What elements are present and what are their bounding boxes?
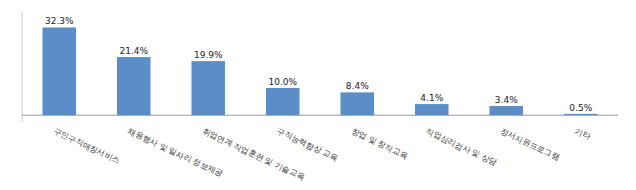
x-tick-label: 구인구직매칭서비스 — [52, 127, 121, 166]
chart-container: 32.3% 21.4% 19.9% 10.0% 8.4% 4.1% 3.4% 0.5% 구인구직… — [0, 0, 636, 190]
data-label: 19.9% — [194, 50, 223, 60]
bar — [564, 114, 598, 115]
data-label: 0.5% — [569, 103, 592, 113]
bar — [340, 92, 374, 115]
data-label: 32.3% — [45, 16, 74, 26]
bar — [266, 88, 300, 115]
data-label: 21.4% — [119, 46, 148, 56]
x-tick-label: 기타 — [574, 127, 592, 142]
data-label: 3.4% — [495, 95, 518, 105]
x-tick-label: 창업 및 창직교육 — [350, 127, 409, 161]
data-label: 4.1% — [420, 93, 443, 103]
x-tick-label: 정서지원프로그램 — [499, 127, 561, 162]
bar — [42, 27, 76, 115]
y-axis-line — [22, 12, 23, 122]
data-label: 8.4% — [346, 81, 369, 91]
baseline — [22, 115, 618, 116]
x-tick-label: 직업심리검사 및 상담 — [425, 127, 499, 168]
chart: 32.3% 21.4% 19.9% 10.0% 8.4% 4.1% 3.4% 0.5% 구인구직… — [0, 0, 636, 190]
x-tick-label: 구직능력향상 교육 — [276, 127, 340, 163]
bar — [117, 57, 151, 115]
bars — [42, 27, 597, 115]
data-label: 10.0% — [268, 77, 297, 87]
bar — [191, 61, 225, 115]
bar — [489, 106, 523, 115]
bar — [415, 104, 449, 115]
